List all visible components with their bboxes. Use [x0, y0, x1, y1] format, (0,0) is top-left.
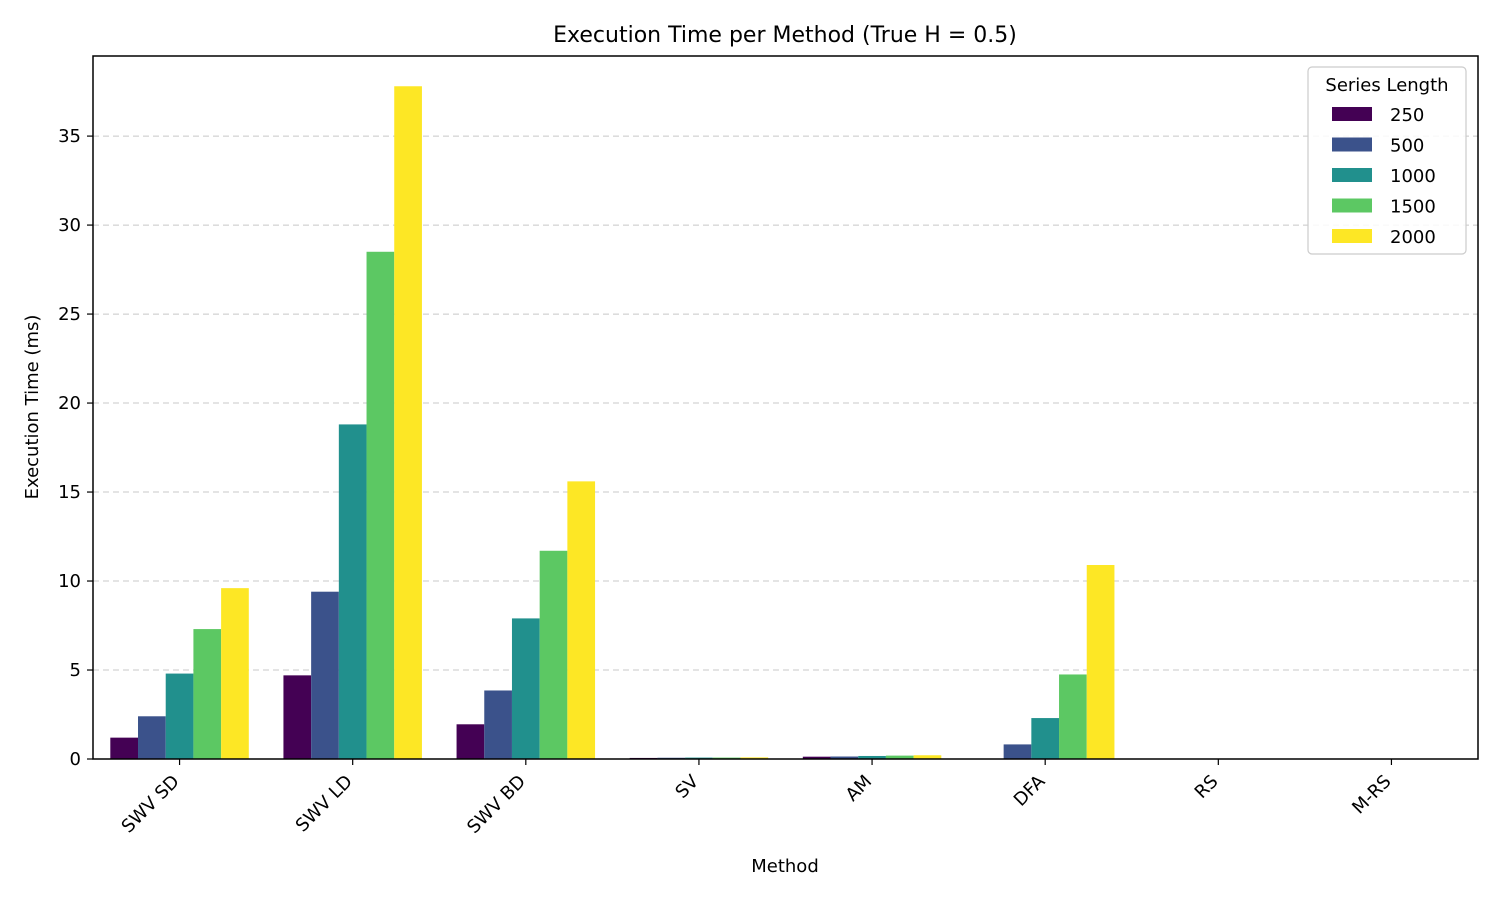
x-tick-label: RS	[1191, 771, 1223, 803]
bar-swv-ld-1500	[366, 251, 395, 759]
y-tick-label: 35	[58, 126, 81, 147]
legend-entries: 250 500 1000 1500 2000	[1332, 105, 1436, 248]
bar-swv-bd-2000	[567, 481, 596, 759]
y-axis-label: Execution Time (ms)	[22, 315, 43, 500]
legend-label-500: 500	[1390, 136, 1424, 157]
legend-title: Series Length	[1325, 75, 1448, 96]
x-axis-label: Method	[751, 856, 819, 877]
bar-am-250	[802, 756, 831, 759]
x-tick-label: M-RS	[1348, 771, 1395, 818]
y-tick-label: 20	[58, 393, 81, 414]
legend: Series Length 250 500 1000 1500 2000	[1307, 66, 1467, 255]
legend-label-250: 250	[1390, 105, 1424, 126]
bar-swv-bd-500	[484, 690, 512, 759]
bar-swv-sd-250	[110, 737, 139, 759]
bar-swv-bd-1500	[539, 550, 568, 759]
legend-label-1500: 1500	[1390, 197, 1436, 218]
y-tick-label: 15	[58, 482, 81, 503]
legend-label-2000: 2000	[1390, 227, 1436, 248]
y-tick-label: 10	[58, 571, 81, 592]
plot-frame	[92, 55, 1479, 760]
x-tick-label: AM	[842, 771, 877, 806]
x-tick-label: SV	[671, 771, 703, 803]
bar-swv-ld-250	[283, 675, 312, 759]
legend-swatch-1500	[1332, 198, 1372, 213]
y-axis: 0 5 10 15 20 25 30 35	[58, 126, 93, 770]
bar-am-1000	[858, 755, 886, 759]
x-tick-label: DFA	[1010, 771, 1050, 811]
bar-swv-ld-2000	[394, 86, 422, 760]
y-tick-label: 0	[70, 749, 81, 770]
bar-swv-sd-2000	[221, 588, 249, 759]
bar-am-1500	[885, 755, 914, 759]
bar-swv-sd-1000	[165, 673, 194, 759]
bar-am-500	[830, 756, 859, 759]
bar-dfa-500	[1003, 744, 1032, 759]
y-tick-label: 25	[58, 304, 81, 325]
legend-swatch-500	[1332, 137, 1372, 152]
bar-swv-sd-500	[138, 716, 166, 759]
bars	[110, 86, 1115, 760]
y-tick-label: 30	[58, 215, 81, 236]
grid-lines	[93, 135, 1478, 671]
chart-title: Execution Time per Method (True H = 0.5)	[553, 23, 1017, 48]
bar-am-2000	[913, 755, 942, 759]
bar-swv-bd-1000	[511, 618, 540, 759]
legend-swatch-1000	[1332, 168, 1372, 182]
bar-sv-2000	[740, 757, 769, 759]
x-axis: SWV SD SWV LD SWV BD SV AM DFA RS M-RS	[118, 759, 1396, 838]
bar-dfa-1500	[1059, 674, 1087, 759]
x-tick-label: SWV BD	[463, 771, 530, 838]
bar-swv-ld-500	[311, 591, 339, 759]
bar-swv-ld-1000	[338, 424, 367, 759]
y-tick-label: 5	[70, 660, 81, 681]
bar-swv-bd-250	[456, 724, 485, 759]
bar-swv-sd-1500	[193, 629, 222, 759]
bar-dfa-1000	[1031, 718, 1060, 759]
legend-swatch-2000	[1332, 229, 1372, 243]
x-tick-label: SWV LD	[292, 771, 357, 836]
legend-swatch-250	[1332, 107, 1372, 121]
x-tick-label: SWV SD	[118, 771, 184, 837]
legend-label-1000: 1000	[1390, 166, 1436, 187]
bar-dfa-2000	[1086, 565, 1115, 759]
